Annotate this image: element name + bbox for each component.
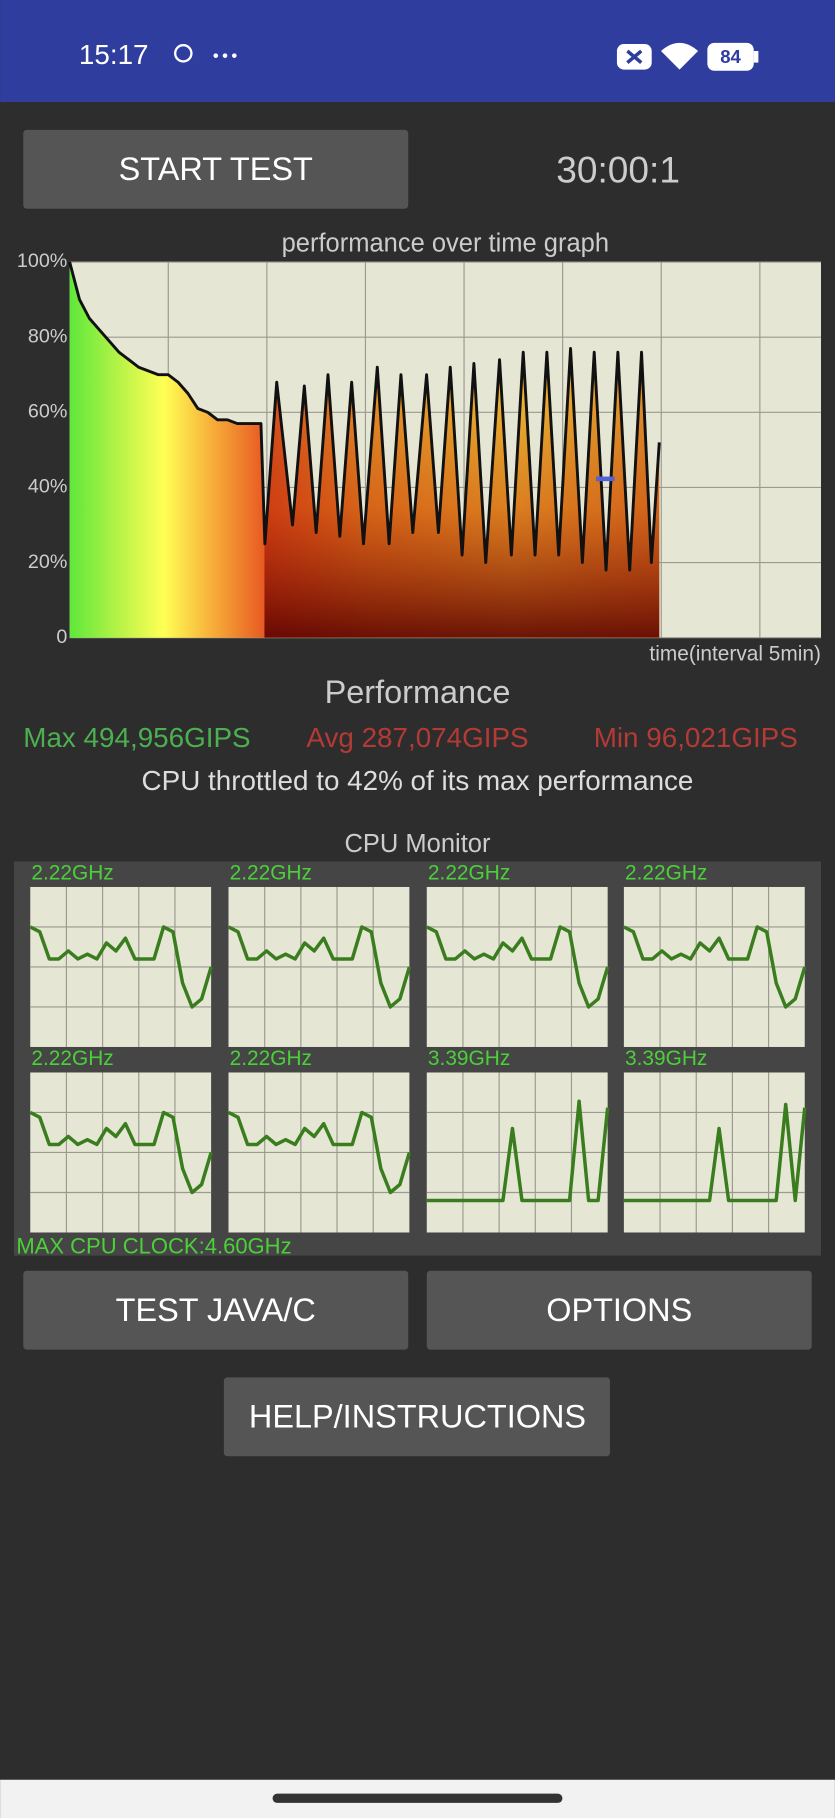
options-button-label: OPTIONS <box>546 1292 692 1328</box>
core-label: 3.39GHz <box>428 1047 510 1070</box>
y-tick-label: 60% <box>28 400 67 422</box>
core-line <box>227 1110 412 1195</box>
area <box>69 262 660 638</box>
line <box>68 261 661 572</box>
y-tick-label: 100% <box>17 250 67 272</box>
help-button-label: HELP/INSTRUCTIONS <box>249 1399 586 1435</box>
performance-title: Performance <box>325 674 511 710</box>
battery-level: 84 <box>720 46 741 67</box>
core-line <box>29 1110 213 1195</box>
chart-title: performance over time graph <box>282 229 609 257</box>
wifi-icon <box>660 42 699 70</box>
y-tick-label: 40% <box>28 476 67 498</box>
battery-icon <box>753 51 759 63</box>
area-shade <box>264 348 660 638</box>
y-tick-label: 80% <box>28 325 67 347</box>
min-stat: Min 96,021GIPS <box>594 722 798 753</box>
core-line <box>426 1099 610 1203</box>
help-button[interactable] <box>223 1377 610 1457</box>
throttle-text: CPU throttled to 42% of its max performa… <box>142 765 694 796</box>
core-label: 2.22GHz <box>230 862 312 885</box>
core-line <box>623 925 807 1009</box>
max-clock: MAX CPU CLOCK:4.60GHz <box>16 1233 291 1258</box>
start-button-label: START TEST <box>119 151 313 187</box>
core-label: 2.22GHz <box>31 862 113 885</box>
core-label: 2.22GHz <box>428 862 510 885</box>
options-button[interactable] <box>426 1270 812 1350</box>
cpu-monitor-title: CPU Monitor <box>345 830 491 858</box>
marker <box>596 476 615 482</box>
test-button[interactable] <box>23 1270 409 1350</box>
start-button[interactable] <box>23 129 409 209</box>
battery-icon <box>707 42 754 71</box>
core-label: 2.22GHz <box>625 862 707 885</box>
core-label: 3.39GHz <box>625 1047 707 1070</box>
status-time: 15:17 <box>79 39 149 70</box>
y-tick-label: 20% <box>28 551 67 573</box>
home-indicator[interactable] <box>272 1793 563 1803</box>
core-line <box>29 925 213 1009</box>
core-label: 2.22GHz <box>230 1047 312 1070</box>
timer: 30:00:1 <box>556 149 680 191</box>
y-tick-label: 0 <box>56 626 67 648</box>
plot <box>68 261 661 638</box>
core-line <box>227 925 412 1009</box>
status-dots <box>213 53 237 58</box>
core-line <box>623 1102 807 1203</box>
avg-stat: Avg 287,074GIPS <box>306 722 528 753</box>
core-line <box>425 925 610 1009</box>
cores: 2.22GHz 2.22GHz 2.22GHz 2.22GHz 2.22GHz 2.22G… <box>29 862 807 1233</box>
max-stat: Max 494,956GIPS <box>23 722 250 753</box>
test-button-label: TEST JAVA/C <box>116 1292 316 1328</box>
core-label: 2.22GHz <box>31 1047 113 1070</box>
status-icon <box>174 44 193 63</box>
status-icon <box>626 49 643 64</box>
x-axis-label: time(interval 5min) <box>649 643 821 666</box>
